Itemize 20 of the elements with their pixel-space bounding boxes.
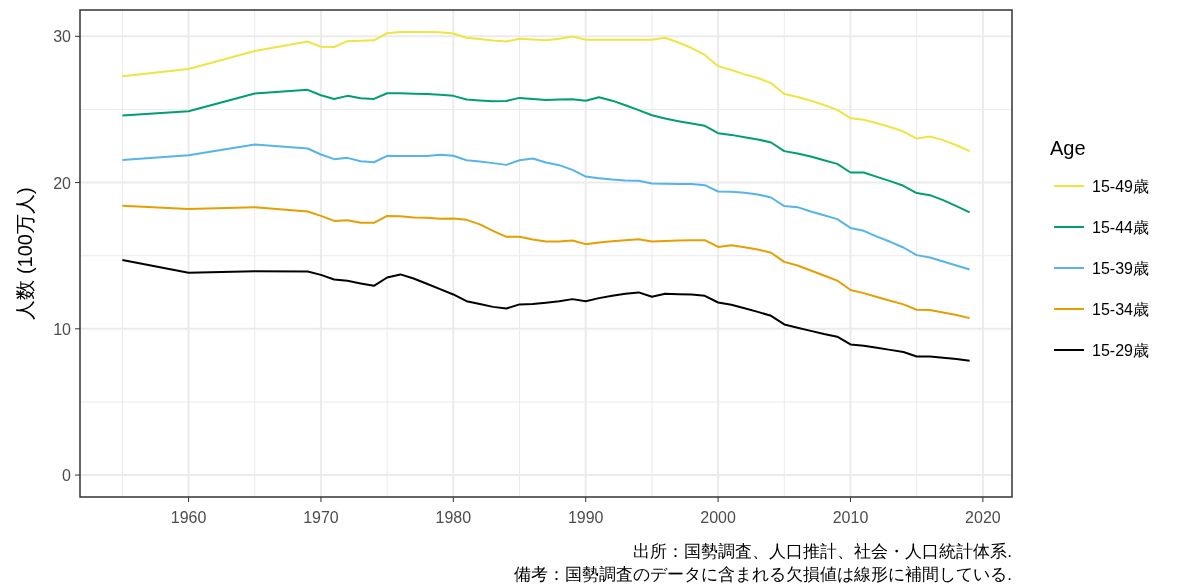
x-tick-label: 1990 bbox=[567, 509, 604, 526]
x-tick-label: 1980 bbox=[435, 509, 472, 526]
y-tick-label: 20 bbox=[53, 174, 72, 192]
text: 出所：国勢調査、人口推計、社会・人口統計体系. bbox=[633, 542, 1012, 561]
x-tick-label: 2020 bbox=[965, 509, 1001, 526]
legend-label: 15-49歳 bbox=[1092, 178, 1149, 195]
x-tick-label: 1960 bbox=[170, 509, 207, 526]
text: 備考：国勢調査のデータに含まれる欠損値は線形に補間している. bbox=[514, 565, 1012, 584]
legend-label: 15-39歳 bbox=[1092, 260, 1149, 277]
legend-label: 15-34歳 bbox=[1092, 301, 1149, 318]
y-axis-title: 人数 (100万人) bbox=[14, 187, 36, 320]
legend-title: Age bbox=[1050, 137, 1086, 159]
x-tick-label: 2000 bbox=[700, 509, 736, 526]
y-tick-label: 10 bbox=[53, 320, 72, 338]
y-tick-label: 0 bbox=[62, 467, 72, 485]
y-tick-label: 30 bbox=[53, 28, 72, 46]
legend-label: 15-29歳 bbox=[1092, 342, 1149, 359]
x-tick-label: 1970 bbox=[303, 509, 339, 526]
x-tick-label: 2010 bbox=[832, 509, 869, 526]
legend-label: 15-44歳 bbox=[1092, 219, 1149, 236]
